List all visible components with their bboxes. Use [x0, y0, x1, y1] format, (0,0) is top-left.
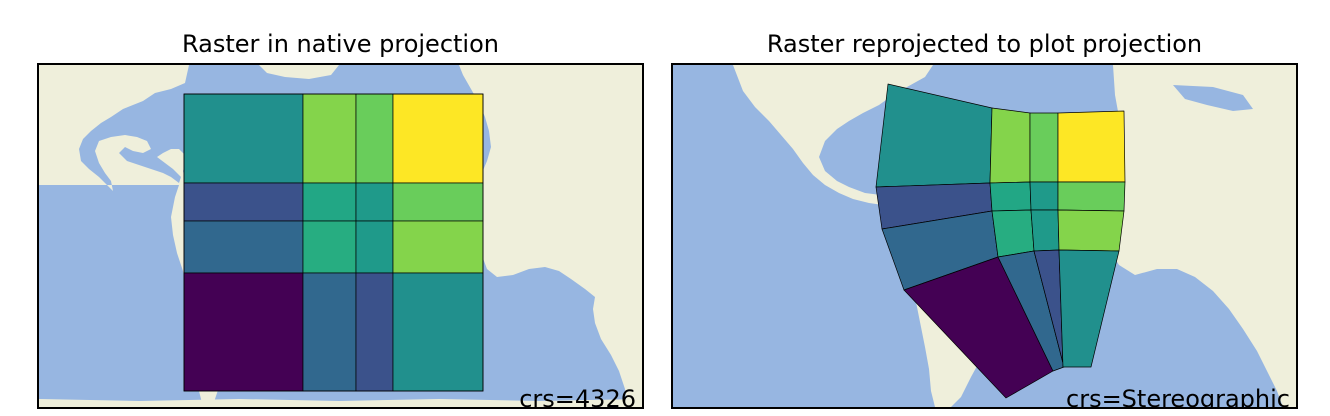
right-raster-cell	[1029, 181, 1059, 211]
left-raster-cell	[392, 93, 484, 184]
left-map-title: Raster in native projection	[182, 30, 499, 58]
left-raster-cell	[355, 272, 394, 392]
left-raster-cell	[302, 182, 357, 222]
right-raster-cell	[989, 181, 1032, 212]
left-raster-cell	[302, 93, 357, 184]
left-raster-cell	[392, 182, 484, 222]
right-map-canvas	[733, 65, 1296, 407]
left-raster-cell	[183, 182, 304, 222]
right-map-title: Raster reprojected to plot projection	[766, 30, 1203, 58]
left-raster-cell	[302, 272, 357, 392]
left-raster-cell	[355, 93, 394, 184]
right-raster-cell	[1030, 209, 1060, 252]
left-crs-label: crs=4326	[519, 385, 636, 409]
left-raster-cell	[355, 220, 394, 274]
right-raster-cell	[1057, 209, 1125, 252]
right-raster-cell	[1058, 249, 1120, 368]
left-map-canvas	[39, 65, 642, 407]
right-raster-cell	[989, 107, 1031, 184]
right-map-panel: crs=Stereographic	[671, 63, 1298, 409]
right-raster-cell	[1057, 181, 1126, 212]
right-raster-grid	[875, 83, 1126, 399]
right-raster-cell	[991, 209, 1035, 258]
left-raster-cell	[392, 272, 484, 392]
left-map-panel: crs=4326	[37, 63, 644, 409]
left-raster-cell	[183, 272, 304, 392]
right-raster-cell	[875, 83, 993, 188]
left-raster-cell	[392, 220, 484, 274]
left-raster-grid	[183, 93, 484, 392]
left-raster-outline	[183, 93, 484, 392]
right-raster-cell	[1057, 110, 1126, 183]
left-raster-cell	[183, 93, 304, 184]
left-raster-cell	[183, 220, 304, 274]
right-crs-label: crs=Stereographic	[1066, 385, 1290, 409]
left-raster-cell	[302, 220, 357, 274]
right-raster-cell	[1029, 112, 1059, 183]
left-raster-cell	[355, 182, 394, 222]
